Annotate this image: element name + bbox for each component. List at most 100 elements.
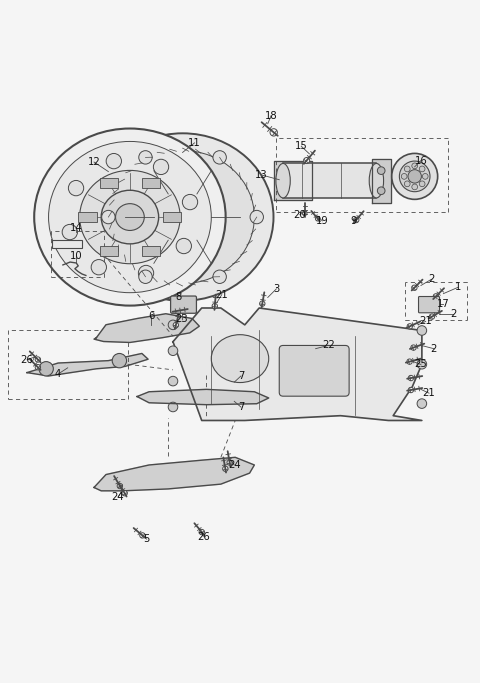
Ellipse shape: [211, 335, 269, 382]
Circle shape: [223, 466, 228, 471]
Text: 2: 2: [428, 275, 434, 284]
Text: 26: 26: [198, 532, 210, 542]
Circle shape: [429, 314, 434, 319]
Circle shape: [417, 359, 427, 369]
Circle shape: [68, 180, 84, 196]
Circle shape: [173, 322, 179, 328]
Circle shape: [212, 303, 217, 309]
FancyBboxPatch shape: [142, 246, 160, 256]
Circle shape: [422, 173, 428, 179]
Polygon shape: [94, 458, 254, 491]
Polygon shape: [173, 308, 422, 421]
Circle shape: [174, 309, 179, 313]
Text: 15: 15: [295, 141, 308, 151]
Circle shape: [399, 161, 430, 192]
Circle shape: [412, 163, 418, 169]
Circle shape: [91, 260, 107, 275]
Polygon shape: [94, 313, 199, 342]
Text: 4: 4: [55, 369, 61, 379]
Circle shape: [377, 187, 385, 195]
Ellipse shape: [80, 170, 180, 264]
Circle shape: [62, 225, 77, 240]
Circle shape: [412, 184, 418, 190]
Circle shape: [419, 181, 425, 186]
Circle shape: [417, 399, 427, 408]
Text: 26: 26: [21, 354, 34, 365]
Text: 14: 14: [70, 223, 83, 233]
Circle shape: [213, 270, 227, 283]
Text: 8: 8: [176, 292, 182, 303]
Ellipse shape: [168, 204, 197, 230]
Text: 18: 18: [265, 111, 277, 121]
Ellipse shape: [48, 141, 211, 293]
Circle shape: [122, 490, 127, 496]
Bar: [52, 240, 82, 248]
Text: 2: 2: [431, 344, 437, 354]
FancyBboxPatch shape: [279, 346, 349, 396]
Text: 9: 9: [351, 216, 357, 226]
Ellipse shape: [34, 128, 226, 305]
Ellipse shape: [101, 191, 158, 244]
Ellipse shape: [111, 150, 254, 283]
Text: 16: 16: [415, 156, 427, 165]
Circle shape: [168, 346, 178, 356]
Text: 6: 6: [148, 311, 155, 321]
Circle shape: [112, 354, 127, 368]
Polygon shape: [27, 354, 148, 376]
Circle shape: [433, 294, 439, 299]
Circle shape: [404, 181, 410, 186]
Circle shape: [392, 154, 438, 199]
FancyBboxPatch shape: [142, 178, 160, 189]
Circle shape: [304, 158, 310, 163]
Text: 24: 24: [112, 492, 124, 502]
Text: 10: 10: [70, 251, 83, 262]
Text: 20: 20: [293, 210, 306, 220]
Text: 5: 5: [144, 534, 150, 544]
Text: 21: 21: [420, 316, 432, 326]
Circle shape: [35, 365, 40, 370]
FancyBboxPatch shape: [78, 212, 97, 223]
FancyBboxPatch shape: [163, 212, 181, 223]
Text: 17: 17: [437, 299, 450, 309]
Circle shape: [35, 357, 40, 362]
Circle shape: [213, 151, 227, 164]
Circle shape: [168, 402, 178, 412]
Polygon shape: [372, 158, 391, 203]
Circle shape: [154, 159, 168, 175]
FancyBboxPatch shape: [170, 296, 196, 313]
Circle shape: [117, 484, 122, 488]
Polygon shape: [274, 161, 312, 200]
Ellipse shape: [369, 163, 384, 198]
Circle shape: [182, 195, 198, 210]
Text: 25: 25: [415, 359, 427, 370]
Circle shape: [407, 359, 412, 364]
Circle shape: [302, 211, 307, 216]
Bar: [283, 163, 376, 198]
Circle shape: [227, 460, 232, 465]
Circle shape: [106, 154, 121, 169]
Circle shape: [412, 285, 417, 290]
Circle shape: [270, 128, 277, 136]
Ellipse shape: [116, 204, 144, 230]
Circle shape: [250, 210, 264, 224]
Text: 22: 22: [322, 340, 335, 350]
Text: 3: 3: [273, 284, 279, 294]
Circle shape: [354, 217, 359, 223]
Circle shape: [139, 270, 152, 283]
Circle shape: [411, 345, 416, 350]
Circle shape: [138, 265, 154, 281]
Text: 24: 24: [228, 460, 240, 470]
Circle shape: [408, 376, 414, 380]
Circle shape: [139, 151, 152, 164]
Text: 13: 13: [255, 170, 268, 180]
Circle shape: [419, 166, 425, 172]
Text: 21: 21: [423, 388, 435, 398]
Circle shape: [377, 167, 385, 174]
Circle shape: [408, 169, 421, 183]
Text: 23: 23: [175, 313, 188, 324]
FancyBboxPatch shape: [99, 246, 118, 256]
Polygon shape: [137, 389, 269, 404]
Circle shape: [417, 326, 427, 335]
Ellipse shape: [149, 186, 216, 248]
Circle shape: [315, 217, 320, 221]
